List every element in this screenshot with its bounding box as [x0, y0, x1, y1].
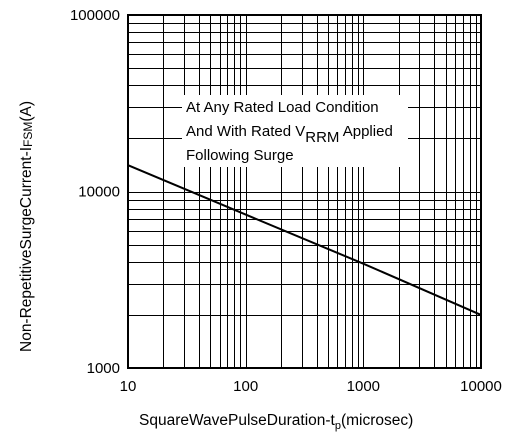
y-tick-label: 100000	[70, 7, 120, 24]
annotation-background	[182, 95, 408, 167]
y-tick-label: 10000	[78, 184, 120, 201]
y-axis-title-subscript: FSM	[21, 122, 35, 147]
x-axis-title: SquareWavePulseDuration-tp(microsec)	[139, 412, 413, 432]
annotation-line-2-prefix: And With Rated V	[186, 123, 305, 140]
tick-labels: 10 100 1000 10000 1000 10000 100000	[70, 7, 502, 395]
annotation-line-1: At Any Rated Load Condition	[186, 99, 379, 116]
y-axis-title-main: Non-RepetitiveSurgeCurrent-I	[18, 147, 35, 352]
grid-lines	[128, 15, 481, 368]
surge-current-curve	[127, 164, 482, 316]
x-axis-title-suffix: (microsec)	[341, 412, 413, 429]
annotation-line-3: Following Surge	[186, 147, 294, 164]
y-axis-title: Non-RepetitiveSurgeCurrent-IFSM(A)	[18, 101, 35, 352]
annotation-line-2-subscript: RRM	[305, 129, 339, 146]
x-tick-label: 10000	[460, 378, 502, 395]
x-tick-label: 1000	[347, 378, 380, 395]
x-axis-title-subscript: p	[335, 420, 341, 432]
x-axis-title-main: SquareWavePulseDuration-t	[139, 412, 336, 429]
plot-frame	[127, 14, 482, 369]
x-tick-label: 10	[120, 378, 137, 395]
x-tick-label: 100	[233, 378, 258, 395]
y-tick-label: 1000	[87, 360, 120, 377]
annotation-line-2: And With Rated VRRM Applied	[186, 123, 393, 146]
series-layer	[127, 164, 482, 316]
y-axis-title-suffix: (A)	[18, 101, 35, 122]
annotation-line-2-suffix: Applied	[339, 123, 392, 140]
